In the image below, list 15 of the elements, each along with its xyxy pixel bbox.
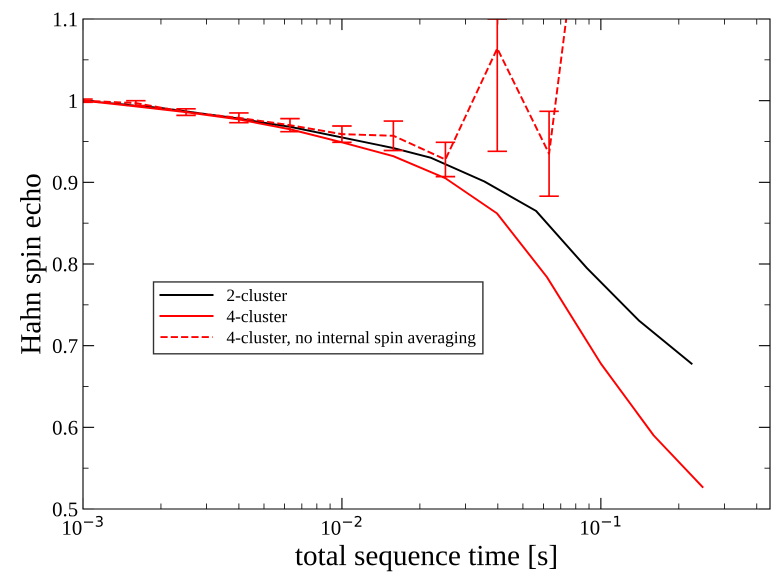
legend-label: 4-cluster, no internal spin averaging [226,331,476,347]
x-axis-title: total sequence time [s] [295,544,556,572]
y-tick-label: 0.8 [52,257,78,272]
legend-label: 4-cluster [226,310,288,322]
legend-label: 2-cluster [227,289,288,302]
y-tick-label: 1 [70,94,77,108]
y-tick-label: 1.1 [54,12,77,27]
x-tick-label: 10$^{−3}$ [63,516,103,535]
y-tick-label: 0.6 [52,420,78,435]
x-tick-label: 10$^{−2}$ [322,516,362,535]
y-tick-label: 0.9 [52,176,78,190]
y-tick-label: 0.5 [52,502,78,517]
x-tick-label: 10$^{−1}$ [581,516,620,535]
y-axis-title: Hahn spin echo [20,174,47,354]
y-tick-label: 0.7 [52,339,78,354]
